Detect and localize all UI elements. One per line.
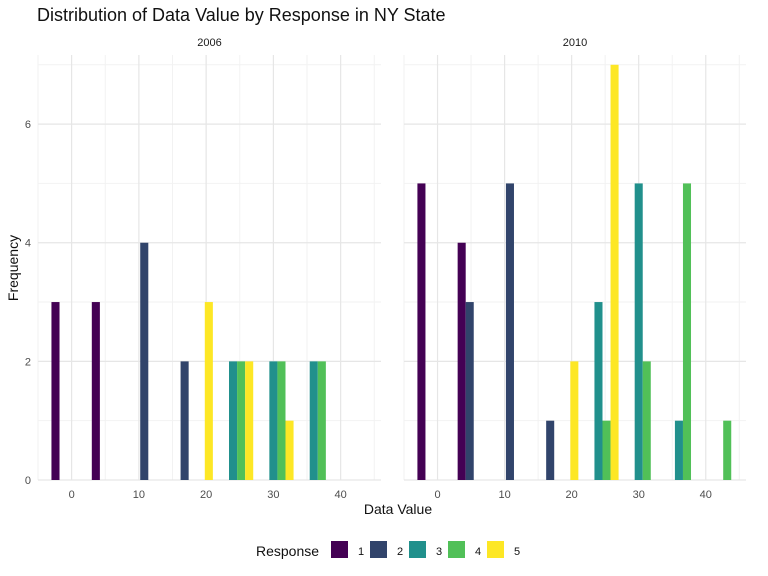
legend-label-3: 3	[436, 546, 442, 558]
legend-key-3	[409, 541, 426, 558]
x-tick-label: 30	[267, 489, 279, 501]
bar-2010-response-2	[465, 302, 474, 480]
facet-panels: 2006 0 10 20 30 40 0 2 4 6 2010 0 10 20 30 40	[25, 37, 746, 501]
bar-2006-response-1	[91, 302, 100, 480]
bar-2010-response-2	[546, 420, 555, 480]
bar-2010-response-4	[602, 420, 611, 480]
bar-2010-response-5	[610, 64, 619, 480]
legend-label-4: 4	[475, 546, 481, 558]
x-tick-label: 40	[700, 489, 712, 501]
y-tick-label: 0	[25, 475, 31, 487]
x-tick-label: 40	[335, 489, 347, 501]
bar-2010-response-4	[642, 361, 651, 480]
y-axis-title: Frequency	[5, 235, 21, 301]
y-tick-label: 4	[25, 238, 31, 250]
bar-2006-response-5	[285, 420, 294, 480]
x-tick-label: 0	[69, 489, 75, 501]
bar-2010-response-4	[723, 420, 732, 480]
x-tick-label: 20	[566, 489, 578, 501]
legend-label-2: 2	[397, 546, 403, 558]
bar-2006-response-5	[245, 361, 254, 480]
facet-panel-2006: 2006 0 10 20 30 40 0 2 4 6	[25, 37, 381, 501]
x-tick-label: 0	[434, 489, 440, 501]
x-axis-title: Data Value	[364, 501, 432, 517]
y-tick-label: 6	[25, 119, 31, 131]
bar-2006-response-3	[229, 361, 238, 480]
bar-2006-response-4	[317, 361, 326, 480]
bar-2006-response-3	[309, 361, 318, 480]
bar-2010-response-3	[594, 302, 603, 480]
bar-2006-response-3	[269, 361, 278, 480]
bar-2006-response-4	[237, 361, 246, 480]
bar-2006-response-1	[51, 302, 60, 480]
bar-2010-response-1	[457, 242, 466, 480]
bar-2010-response-2	[505, 183, 514, 480]
chart-title: Distribution of Data Value by Response i…	[37, 5, 446, 25]
bar-2006-response-2	[140, 242, 149, 480]
facet-strip-label: 2006	[197, 37, 221, 49]
legend-label-5: 5	[514, 546, 520, 558]
bar-2010-response-4	[682, 183, 692, 480]
legend-key-2	[370, 541, 387, 558]
bar-2010-response-1	[417, 183, 426, 480]
facet-strip-label: 2010	[563, 37, 587, 49]
bar-2010-response-5	[570, 361, 579, 480]
legend-label-1: 1	[358, 546, 364, 558]
legend-key-5	[487, 541, 504, 558]
legend-title: Response	[256, 543, 319, 559]
bar-2010-response-3	[634, 183, 643, 480]
bar-2006-response-5	[204, 302, 213, 480]
bar-2006-response-4	[277, 361, 286, 480]
x-tick-label: 20	[200, 489, 212, 501]
legend: Response 1 2 3 4 5	[256, 541, 520, 559]
bar-2010-response-3	[674, 420, 683, 480]
x-tick-label: 30	[633, 489, 645, 501]
legend-key-4	[448, 541, 465, 558]
facet-panel-2010: 2010 0 10 20 30 40	[403, 37, 746, 501]
x-tick-label: 10	[133, 489, 145, 501]
bar-2006-response-2	[180, 361, 189, 480]
x-tick-label: 10	[498, 489, 510, 501]
legend-key-1	[331, 541, 348, 558]
y-tick-label: 2	[25, 356, 31, 368]
